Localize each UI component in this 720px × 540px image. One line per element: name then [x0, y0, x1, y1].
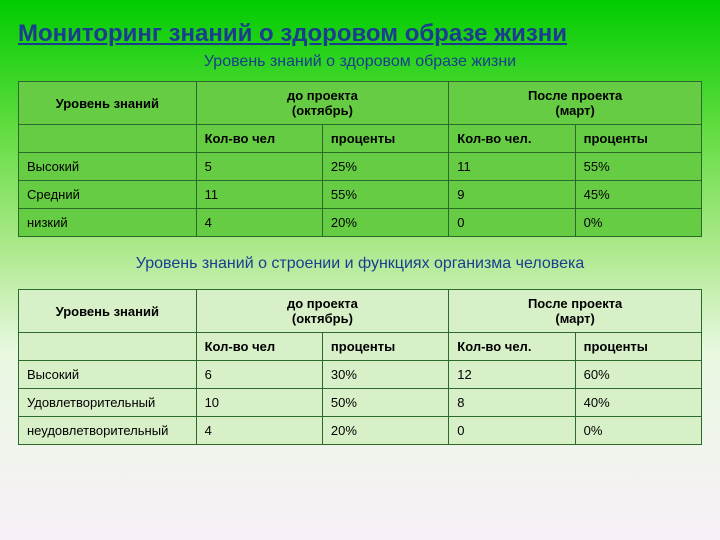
cell-count-after: 0: [449, 417, 575, 445]
cell-pct-before: 20%: [322, 209, 448, 237]
col-level-header: Уровень знаний: [19, 82, 197, 125]
cell-pct-after: 45%: [575, 181, 701, 209]
table2-subtitle: Уровень знаний о строении и функциях орг…: [18, 255, 702, 273]
sub-pct-after: проценты: [575, 125, 701, 153]
table-row: неудовлетворительный 4 20% 0 0%: [19, 417, 702, 445]
cell-count-before: 10: [196, 389, 322, 417]
table-healthy-lifestyle: Уровень знаний до проекта (октябрь) Посл…: [18, 81, 702, 237]
cell-count-before: 5: [196, 153, 322, 181]
col-after-header: После проекта (март): [449, 290, 702, 333]
sub-count-after: Кол-во чел.: [449, 125, 575, 153]
cell-count-after: 9: [449, 181, 575, 209]
cell-pct-before: 30%: [322, 361, 448, 389]
col-after-header: После проекта (март): [449, 82, 702, 125]
cell-pct-after: 55%: [575, 153, 701, 181]
empty-cell: [19, 125, 197, 153]
cell-level: Удовлетворительный: [19, 389, 197, 417]
col-level-header: Уровень знаний: [19, 290, 197, 333]
table-row: Высокий 5 25% 11 55%: [19, 153, 702, 181]
cell-count-after: 8: [449, 389, 575, 417]
cell-level: низкий: [19, 209, 197, 237]
cell-count-after: 0: [449, 209, 575, 237]
sub-count-before: Кол-во чел: [196, 333, 322, 361]
col-before-label: до проекта: [287, 296, 358, 311]
table-row: низкий 4 20% 0 0%: [19, 209, 702, 237]
sub-count-before: Кол-во чел: [196, 125, 322, 153]
table-row: Удовлетворительный 10 50% 8 40%: [19, 389, 702, 417]
cell-pct-before: 55%: [322, 181, 448, 209]
sub-pct-before: проценты: [322, 125, 448, 153]
col-after-label: После проекта: [528, 88, 622, 103]
cell-pct-after: 40%: [575, 389, 701, 417]
table-row: Средний 11 55% 9 45%: [19, 181, 702, 209]
cell-pct-before: 20%: [322, 417, 448, 445]
cell-pct-after: 0%: [575, 209, 701, 237]
table1-subtitle: Уровень знаний о здоровом образе жизни: [18, 53, 702, 71]
col-after-sub: (март): [555, 311, 594, 326]
col-before-label: до проекта: [287, 88, 358, 103]
empty-cell: [19, 333, 197, 361]
col-before-sub: (октябрь): [292, 103, 353, 118]
col-before-header: до проекта (октябрь): [196, 82, 449, 125]
cell-pct-after: 0%: [575, 417, 701, 445]
cell-level: Высокий: [19, 153, 197, 181]
table-row: Высокий 6 30% 12 60%: [19, 361, 702, 389]
cell-level: неудовлетворительный: [19, 417, 197, 445]
sub-pct-after: проценты: [575, 333, 701, 361]
col-before-header: до проекта (октябрь): [196, 290, 449, 333]
cell-level: Высокий: [19, 361, 197, 389]
cell-count-after: 12: [449, 361, 575, 389]
cell-count-before: 11: [196, 181, 322, 209]
sub-count-after: Кол-во чел.: [449, 333, 575, 361]
cell-pct-before: 50%: [322, 389, 448, 417]
col-before-sub: (октябрь): [292, 311, 353, 326]
cell-count-before: 4: [196, 417, 322, 445]
table-organism-structure: Уровень знаний до проекта (октябрь) Посл…: [18, 289, 702, 445]
cell-count-after: 11: [449, 153, 575, 181]
col-after-sub: (март): [555, 103, 594, 118]
cell-count-before: 4: [196, 209, 322, 237]
cell-count-before: 6: [196, 361, 322, 389]
cell-pct-before: 25%: [322, 153, 448, 181]
cell-level: Средний: [19, 181, 197, 209]
col-after-label: После проекта: [528, 296, 622, 311]
slide-title: Мониторинг знаний о здоровом образе жизн…: [18, 18, 702, 49]
cell-pct-after: 60%: [575, 361, 701, 389]
sub-pct-before: проценты: [322, 333, 448, 361]
